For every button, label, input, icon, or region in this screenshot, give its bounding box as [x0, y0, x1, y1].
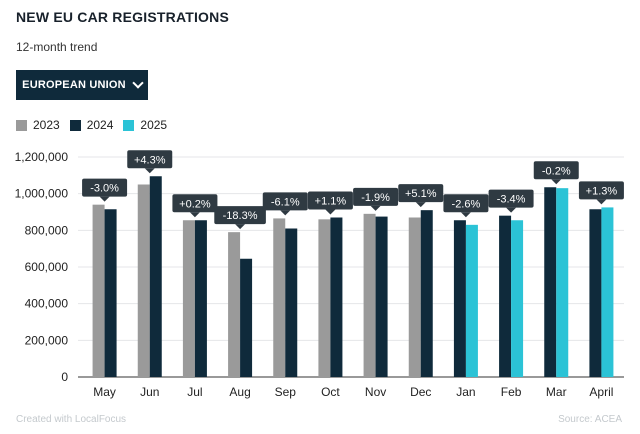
- legend-item-2023[interactable]: 2023: [16, 118, 60, 132]
- change-label-box: [578, 181, 624, 200]
- change-label-box: [398, 184, 444, 203]
- bar-2024: [330, 217, 343, 377]
- bar-2023: [408, 217, 421, 377]
- change-label: +4.3%: [134, 154, 166, 166]
- change-label-box: [172, 194, 218, 213]
- x-tick-label: Oct: [321, 385, 340, 399]
- bar-2024: [453, 220, 466, 377]
- legend-label-2023: 2023: [33, 118, 60, 132]
- change-label-pointer: [551, 179, 562, 185]
- chart-legend: 2023 2024 2025: [16, 118, 167, 132]
- change-label: +5.1%: [405, 188, 437, 200]
- change-label-box: [488, 189, 534, 208]
- change-label: -1.9%: [361, 192, 390, 204]
- bar-chart: 0 200,000 400,000 600,000 800,000 1,000,000 1,…: [15, 150, 624, 399]
- change-label: -3.4%: [497, 194, 526, 206]
- bar-2025: [556, 188, 569, 377]
- bar-2024: [194, 220, 207, 377]
- y-tick-label: 1,000,000: [15, 187, 69, 201]
- change-label-pointer: [370, 205, 381, 211]
- y-tick-label: 0: [61, 370, 68, 384]
- y-tick-label: 1,200,000: [15, 150, 69, 164]
- bar-2023: [318, 219, 331, 377]
- y-tick-label: 600,000: [25, 260, 69, 274]
- legend-swatch-2025: [123, 119, 135, 131]
- change-label-pointer: [189, 212, 200, 218]
- bar-2024: [285, 228, 298, 377]
- bar-2024: [499, 215, 512, 377]
- bar-2023: [363, 213, 376, 377]
- x-tick-label: Aug: [229, 385, 250, 399]
- bar-2023: [137, 184, 150, 377]
- change-label: +1.1%: [315, 196, 347, 208]
- change-label: +0.2%: [179, 198, 211, 210]
- change-label: -18.3%: [223, 210, 258, 222]
- legend-item-2024[interactable]: 2024: [69, 118, 114, 132]
- bar-2024: [589, 209, 602, 377]
- bar-2023: [92, 204, 105, 377]
- footer-credit: Created with LocalFocus: [16, 414, 127, 425]
- change-label-pointer: [460, 212, 471, 218]
- region-dropdown-label: EUROPEAN UNION: [22, 79, 126, 91]
- change-label: +1.3%: [586, 185, 618, 197]
- change-label-box: [533, 161, 579, 180]
- x-tick-label: Nov: [365, 385, 386, 399]
- legend-label-2025: 2025: [140, 118, 168, 132]
- change-label-box: [353, 187, 399, 206]
- change-label: -6.1%: [271, 196, 300, 208]
- chevron-down-icon: [132, 77, 144, 89]
- x-tick-label: Jan: [456, 385, 475, 399]
- footer-source: Source: ACEA: [558, 414, 622, 425]
- legend-swatch-2023: [16, 119, 27, 131]
- bar-2024: [375, 216, 388, 377]
- y-tick-label: 200,000: [25, 333, 69, 347]
- change-label: -2.6%: [452, 198, 481, 210]
- x-tick-label: May: [93, 385, 116, 399]
- bar-2025: [601, 207, 614, 377]
- bar-2025: [511, 220, 524, 377]
- x-tick-label: Dec: [410, 385, 431, 399]
- legend-swatch-2024: [69, 119, 81, 131]
- bar-2023: [228, 232, 241, 377]
- x-tick-label: April: [589, 385, 613, 399]
- change-label-box: [443, 194, 489, 213]
- change-label-pointer: [596, 199, 607, 205]
- legend-label-2024: 2024: [86, 118, 114, 132]
- x-tick-label: Jul: [187, 385, 202, 399]
- change-label-pointer: [235, 224, 246, 230]
- x-tick-label: Mar: [546, 385, 567, 399]
- change-label-box: [262, 192, 308, 211]
- bar-2024: [544, 187, 557, 377]
- y-tick-label: 800,000: [25, 223, 69, 237]
- change-label-pointer: [144, 168, 155, 174]
- bar-2024: [149, 176, 162, 377]
- bar-2024: [420, 210, 433, 377]
- change-label-pointer: [325, 209, 336, 215]
- y-tick-label: 400,000: [25, 297, 69, 311]
- bar-2023: [182, 220, 195, 377]
- bar-2024: [240, 258, 253, 377]
- change-label-pointer: [280, 210, 291, 216]
- chart-subtitle: 12-month trend: [16, 40, 98, 54]
- change-label-box: [127, 150, 173, 169]
- chart-title: NEW EU CAR REGISTRATIONS: [16, 9, 229, 25]
- bar-2023: [273, 218, 286, 377]
- change-label: -0.2%: [542, 165, 571, 177]
- bar-2024: [104, 209, 117, 377]
- change-label: -3.0%: [90, 183, 119, 195]
- change-label-box: [214, 206, 266, 225]
- region-dropdown[interactable]: EUROPEAN UNION: [16, 70, 148, 100]
- change-label-box: [307, 191, 353, 210]
- x-tick-label: Feb: [501, 385, 522, 399]
- change-label-pointer: [99, 196, 110, 202]
- legend-item-2025[interactable]: 2025: [123, 118, 167, 132]
- change-label-pointer: [415, 202, 426, 208]
- x-tick-label: Jun: [140, 385, 159, 399]
- change-label-pointer: [506, 207, 517, 213]
- x-tick-label: Sep: [275, 385, 297, 399]
- bar-2025: [465, 224, 478, 377]
- change-label-box: [82, 178, 128, 197]
